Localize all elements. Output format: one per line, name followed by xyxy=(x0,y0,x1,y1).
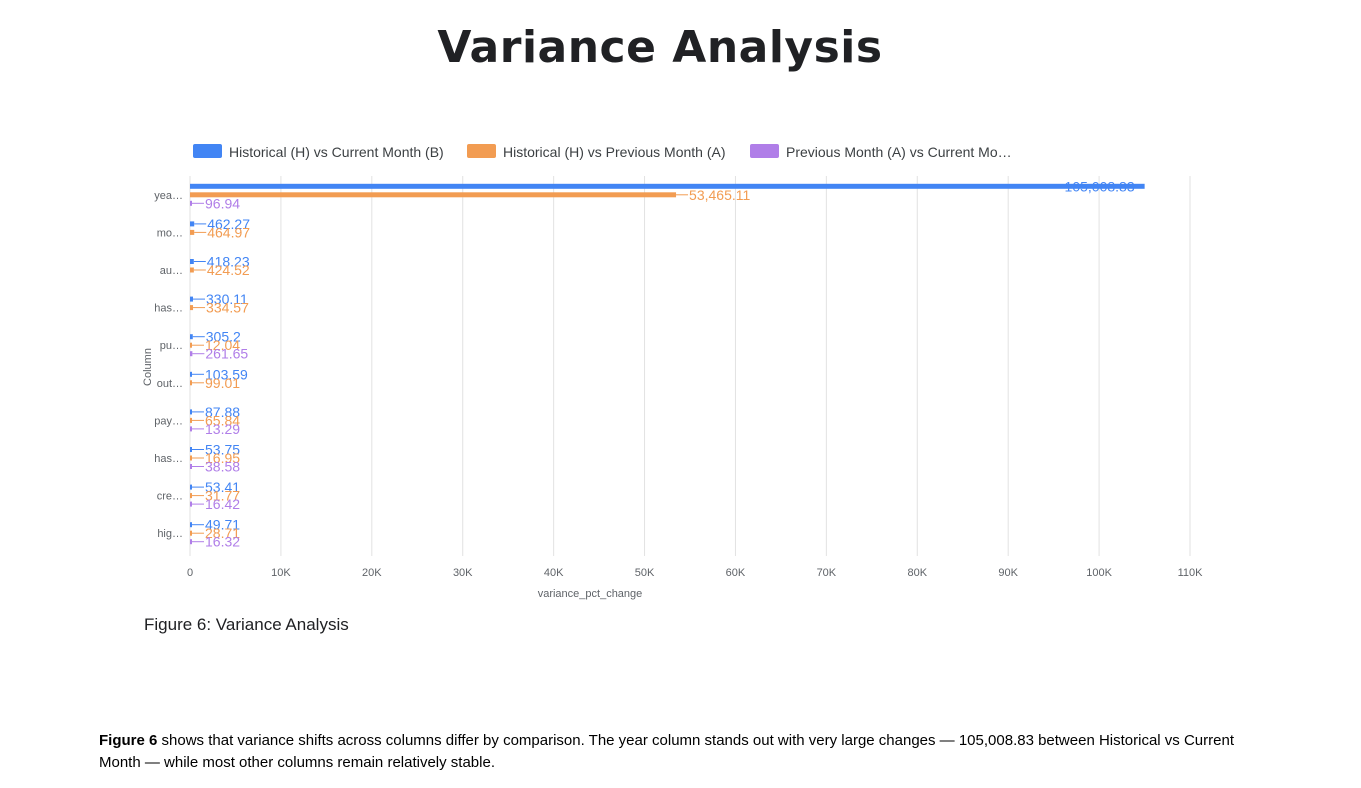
data-label: 105,008.83 xyxy=(1065,178,1135,194)
data-label: 53,465.11 xyxy=(689,187,750,203)
legend-label-3: Previous Month (A) vs Current Mo… xyxy=(786,144,1012,160)
data-label: 418.23 xyxy=(207,254,250,270)
data-label: 462.27 xyxy=(207,216,250,232)
bar xyxy=(190,200,192,206)
x-tick-label: 90K xyxy=(998,567,1018,579)
y-tick-label: has… xyxy=(154,303,183,315)
bar xyxy=(190,539,192,545)
x-axis-tick-labels: 0 10K 20K 30K 40K 50K 60K 70K 80K 90K 100K 110K xyxy=(187,567,1203,579)
y-tick-label: hig… xyxy=(157,528,183,540)
data-label: 53.75 xyxy=(205,442,240,458)
chart-legend: Historical (H) vs Current Month (B) Histo… xyxy=(193,144,1012,160)
bar xyxy=(190,417,192,423)
data-label: 65.84 xyxy=(205,412,240,428)
data-label: 12.04 xyxy=(205,337,240,353)
bar xyxy=(190,501,192,507)
bar xyxy=(190,455,192,461)
bar xyxy=(190,371,192,377)
data-label: 261.65 xyxy=(205,346,248,362)
y-tick-label: out… xyxy=(157,378,183,390)
bar xyxy=(190,484,192,490)
bar xyxy=(190,447,192,452)
legend-label-2: Historical (H) vs Previous Month (A) xyxy=(503,144,726,160)
x-tick-label: 50K xyxy=(635,567,655,579)
summary-paragraph: Figure 6 shows that variance shifts acro… xyxy=(99,730,1249,774)
x-tick-label: 0 xyxy=(187,567,193,579)
data-label: 87.88 xyxy=(205,404,240,420)
data-label: 424.52 xyxy=(207,262,250,278)
bar xyxy=(190,426,192,432)
data-label: 13.29 xyxy=(205,421,240,437)
legend-swatch-1 xyxy=(193,144,222,158)
data-label: 38.58 xyxy=(205,459,240,475)
y-tick-label: pay… xyxy=(154,415,183,427)
y-tick-label: au… xyxy=(160,265,183,277)
bar xyxy=(190,380,192,386)
legend-swatch-3 xyxy=(750,144,779,158)
bar xyxy=(190,229,195,235)
data-label: 305.2 xyxy=(206,329,241,345)
bar xyxy=(190,296,194,302)
x-tick-label: 100K xyxy=(1086,567,1112,579)
data-label: 103.59 xyxy=(205,366,248,382)
bar xyxy=(190,192,677,198)
x-tick-label: 40K xyxy=(544,567,564,579)
data-label: 16.95 xyxy=(205,450,240,466)
x-tick-label: 10K xyxy=(271,567,291,579)
y-tick-label: has… xyxy=(154,453,183,465)
bar xyxy=(190,530,192,536)
figure-caption: Figure 6: Variance Analysis xyxy=(144,615,349,634)
y-tick-label: pu… xyxy=(160,340,183,352)
bar xyxy=(190,267,194,273)
data-label: 28.71 xyxy=(205,525,240,541)
data-label: 53.41 xyxy=(205,479,240,495)
x-tick-label: 110K xyxy=(1178,567,1204,579)
legend-swatch-2 xyxy=(467,144,496,158)
bar xyxy=(190,409,192,415)
bar xyxy=(190,351,193,357)
y-tick-label: mo… xyxy=(157,227,183,239)
data-label: 464.97 xyxy=(207,224,250,240)
y-axis-tick-labels: yea… mo… au… has… pu… out… pay… has… cre… hig… xyxy=(154,190,183,540)
data-label: 334.57 xyxy=(206,300,249,316)
legend-label-1: Historical (H) vs Current Month (B) xyxy=(229,144,444,160)
x-tick-label: 30K xyxy=(453,567,473,579)
summary-lead: Figure 6 xyxy=(99,732,158,749)
chart-gridlines xyxy=(189,176,1191,556)
bar xyxy=(190,464,192,469)
y-tick-label: cre… xyxy=(157,491,183,503)
data-label: 49.71 xyxy=(205,517,240,533)
bar xyxy=(190,342,192,348)
data-label: 31.77 xyxy=(205,488,240,504)
x-tick-label: 60K xyxy=(726,567,746,579)
bar xyxy=(190,334,193,340)
summary-text: shows that variance shifts across column… xyxy=(99,732,1234,771)
bar xyxy=(190,183,1145,189)
page-title: Variance Analysis xyxy=(437,22,883,73)
y-tick-label: yea… xyxy=(154,190,183,202)
bar xyxy=(190,259,194,264)
bar xyxy=(190,493,192,499)
data-label: 16.32 xyxy=(205,534,240,550)
x-axis-title: variance_pct_change xyxy=(538,588,643,600)
data-label: 16.42 xyxy=(205,496,240,512)
bar xyxy=(190,221,195,227)
data-label: 96.94 xyxy=(205,195,240,211)
data-label: 330.11 xyxy=(206,291,248,307)
x-tick-label: 70K xyxy=(817,567,837,579)
y-axis-title: Column xyxy=(142,348,154,386)
data-label: 99.01 xyxy=(205,375,240,391)
bar xyxy=(190,522,192,528)
x-tick-label: 80K xyxy=(907,567,927,579)
x-tick-label: 20K xyxy=(362,567,382,579)
bar xyxy=(190,305,194,311)
